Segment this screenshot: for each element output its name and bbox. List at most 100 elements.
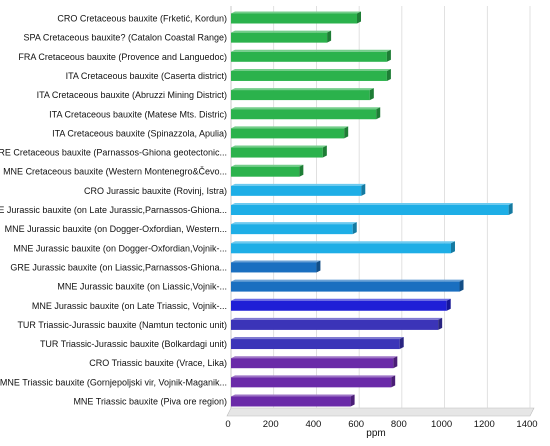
bar-top-face: [231, 394, 355, 397]
bar-top-face: [231, 11, 362, 14]
bar: [231, 11, 362, 24]
bar-end-face: [357, 11, 362, 24]
bar-end-face: [299, 164, 304, 177]
bar: [231, 222, 357, 235]
bar-end-face: [361, 183, 366, 196]
bar-top-face: [231, 68, 391, 71]
bar-end-face: [508, 203, 513, 215]
bar: [231, 337, 404, 350]
bar-top-face: [231, 337, 404, 340]
category-label: CRO Cretaceous bauxite (Frketić, Kordun): [57, 14, 227, 24]
x-tick-label: 1200: [474, 419, 495, 430]
bar: [231, 241, 455, 254]
bar: [231, 356, 398, 369]
bar-end-face: [386, 49, 391, 62]
bar-front-face: [231, 109, 377, 120]
bar-end-face: [450, 241, 455, 254]
bar: [231, 183, 366, 196]
bar-front-face: [231, 243, 451, 254]
bar: [231, 30, 332, 43]
bar: [231, 126, 349, 139]
bar: [231, 394, 355, 407]
bar-front-face: [231, 396, 351, 407]
bar-front-face: [231, 13, 358, 24]
category-label: ITA Cretaceous bauxite (Spinazzola, Apul…: [52, 128, 227, 138]
bar-end-face: [327, 30, 332, 43]
bar-front-face: [231, 358, 394, 369]
bar-top-face: [231, 49, 391, 52]
bar: [231, 203, 513, 215]
bar-top-face: [231, 107, 381, 110]
bar-top-face: [231, 88, 374, 91]
x-axis-title: ppm: [366, 428, 385, 439]
bars: [231, 11, 513, 407]
bar-end-face: [369, 88, 374, 101]
category-label: GRE Cretaceous bauxite (Parnassos-Ghiona…: [0, 148, 227, 158]
bar-front-face: [231, 319, 439, 330]
bar-top-face: [231, 164, 304, 167]
bar: [231, 145, 327, 158]
bar-end-face: [344, 126, 349, 139]
bar: [231, 107, 381, 120]
bar-front-face: [231, 185, 362, 196]
bar-front-face: [231, 51, 387, 62]
bar-end-face: [393, 356, 398, 369]
chart-floor-plane: [226, 407, 535, 417]
category-label: ITA Cretaceous bauxite (Matese Mts. Dist…: [49, 109, 227, 119]
bar-top-face: [231, 222, 357, 225]
category-label: MNE Triassic bauxite (Gornjepoljski vir,…: [0, 377, 227, 387]
category-label: TUR Triassic-Jurassic bauxite (Bolkardag…: [40, 339, 227, 349]
bar-top-face: [231, 126, 349, 129]
bar-top-face: [231, 203, 513, 205]
bar-end-face: [399, 337, 404, 350]
bar: [231, 279, 464, 292]
bar: [231, 68, 391, 81]
category-label: MNE Jurassic bauxite (on Liassic,Vojnik-…: [57, 282, 227, 292]
bar: [231, 317, 443, 330]
bar-end-face: [391, 375, 396, 388]
bar-front-face: [231, 300, 447, 311]
bar-front-face: [231, 32, 328, 43]
category-label: TUR Triassic-Jurassic bauxite (Namtun te…: [17, 320, 227, 330]
bar: [231, 298, 451, 311]
bar-end-face: [438, 317, 443, 330]
bar: [231, 375, 396, 388]
bar-top-face: [231, 30, 332, 33]
bar-top-face: [231, 375, 396, 378]
bar-end-face: [446, 298, 451, 311]
x-tick-label: 600: [348, 419, 364, 430]
bar-end-face: [352, 222, 357, 235]
x-tick-label: 200: [263, 419, 279, 430]
bar-end-face: [459, 279, 464, 292]
category-label: FRA Cretaceous bauxite (Provence and Lan…: [18, 52, 227, 62]
bar: [231, 164, 304, 177]
bar-top-face: [231, 260, 321, 263]
bar-front-face: [231, 339, 400, 350]
bar: [231, 260, 321, 273]
bar-front-face: [231, 262, 317, 273]
bar-end-face: [322, 145, 327, 158]
bar-top-face: [231, 317, 443, 320]
bar-front-face: [231, 377, 392, 388]
category-label: ITA Cretaceous bauxite (Abruzzi Mining D…: [37, 90, 227, 100]
x-tick-label: 800: [391, 419, 407, 430]
bar-front-face: [231, 147, 323, 158]
bar-end-face: [376, 107, 381, 120]
bar-front-face: [231, 205, 509, 215]
bar-front-face: [231, 90, 370, 101]
bar-top-face: [231, 298, 451, 301]
bar-front-face: [231, 166, 300, 177]
category-label: MNE Jurassic bauxite (on Dogger-Oxfordia…: [5, 224, 227, 234]
category-label: CRO Jurassic bauxite (Rovinj, Istra): [84, 186, 227, 196]
bar: [231, 88, 374, 101]
category-label: MNE Jurassic bauxite (on Late Triassic, …: [32, 301, 227, 311]
x-tick-label: 1000: [431, 419, 452, 430]
bar-top-face: [231, 356, 398, 359]
x-tick-label: 1400: [516, 419, 537, 430]
x-tick-label: 400: [305, 419, 321, 430]
category-label: MNE Cretaceous bauxite (Western Monteneg…: [3, 167, 227, 177]
category-label: CRO Triassic bauxite (Vrace, Lika): [89, 358, 227, 368]
bar-front-face: [231, 128, 345, 139]
